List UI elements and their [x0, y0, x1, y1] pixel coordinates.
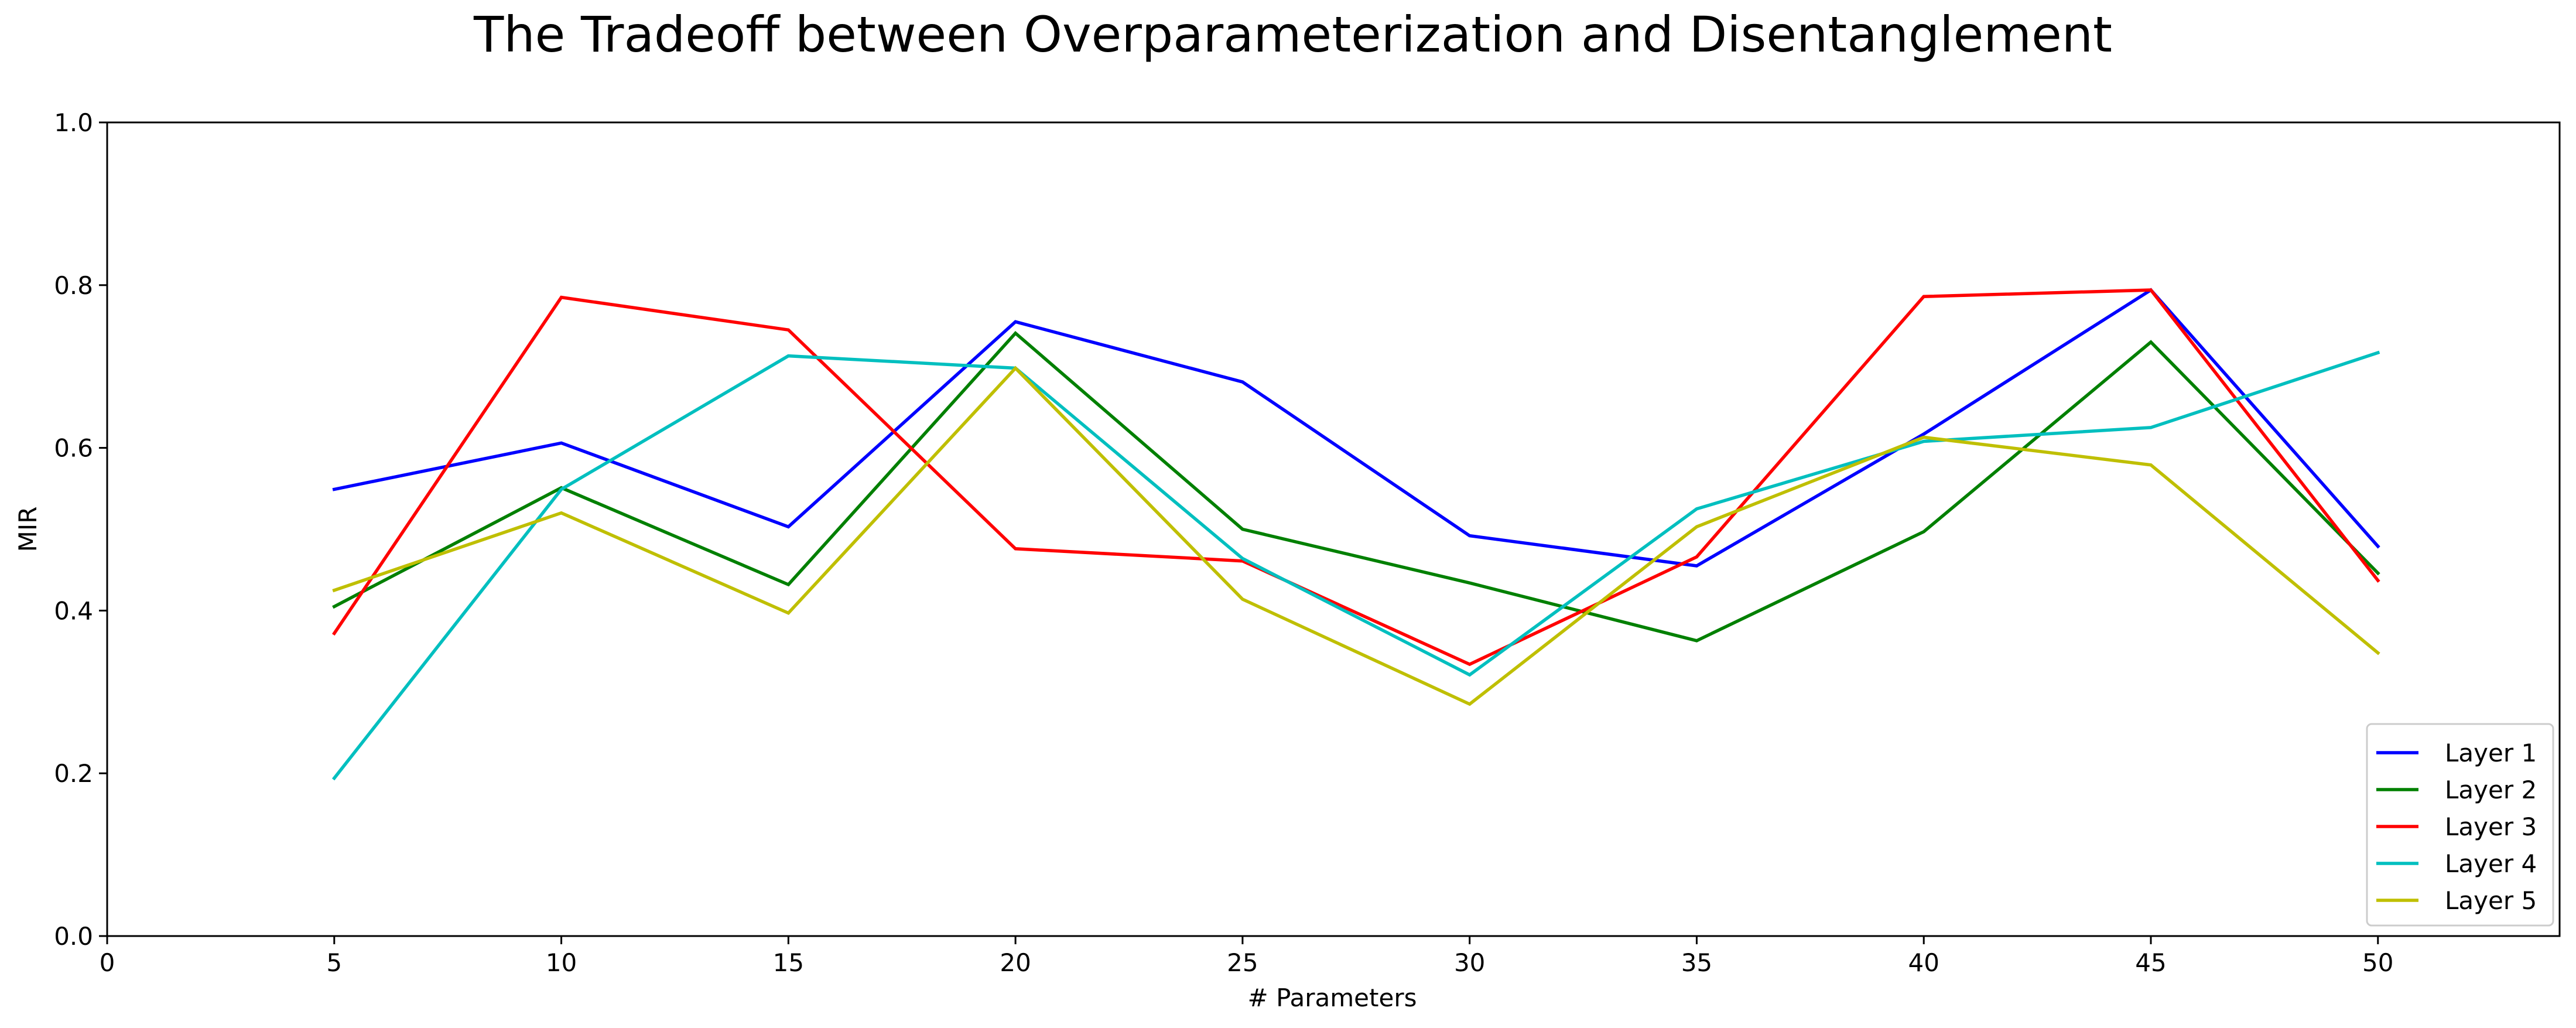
legend-label-1: Layer 1: [2445, 739, 2537, 767]
series-line-1: [332, 288, 2380, 568]
series-line-4: [331, 350, 2380, 781]
plot-area: [106, 121, 2561, 937]
x-tick-label: 45: [2135, 948, 2166, 977]
x-tick-label: 20: [1000, 948, 1031, 977]
legend-label-3: Layer 3: [2445, 812, 2537, 841]
y-tick-label: 0.2: [54, 759, 93, 788]
legend: [2366, 723, 2554, 927]
y-tick-label: 0.6: [54, 434, 93, 463]
series-line-5: [332, 366, 2380, 706]
x-axis-label: # Parameters: [1248, 983, 1417, 1012]
x-tick-label: 40: [1908, 948, 1939, 977]
legend-label-2: Layer 2: [2445, 776, 2537, 804]
y-tick-label: 0.4: [54, 596, 93, 625]
legend-label-5: Layer 5: [2445, 886, 2537, 915]
x-tick-label: 15: [773, 948, 804, 977]
x-tick-label: 5: [326, 948, 342, 977]
x-tick-label: 25: [1227, 948, 1258, 977]
series-line-2: [332, 330, 2380, 643]
x-tick-label: 10: [546, 948, 577, 977]
y-tick-label: 0.0: [54, 922, 93, 951]
x-tick-label: 30: [1454, 948, 1485, 977]
chart-title: The Tradeoff between Overparameterizatio…: [473, 6, 2112, 63]
x-tick-label: 0: [100, 948, 115, 977]
series-line-3: [331, 288, 2380, 667]
x-tick-label: 35: [1681, 948, 1712, 977]
y-tick-label: 0.8: [54, 271, 93, 300]
legend-label-4: Layer 4: [2445, 849, 2537, 878]
y-axis-label: MIR: [13, 507, 42, 552]
y-tick-label: 1.0: [54, 108, 93, 137]
x-tick-label: 50: [2362, 948, 2393, 977]
